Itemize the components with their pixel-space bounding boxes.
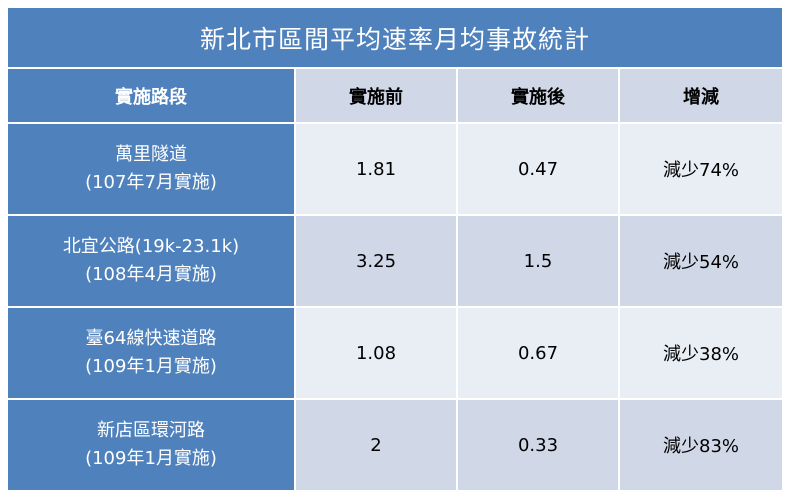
change-value: 減少83% xyxy=(617,398,785,492)
header-before: 實施前 xyxy=(294,67,458,125)
road-note: (108年4月實施) xyxy=(85,264,217,286)
before-value: 3.25 xyxy=(294,214,458,309)
after-value: 1.5 xyxy=(456,214,620,309)
road-cell: 萬里隧道 (107年7月實施) xyxy=(6,122,296,217)
change-value: 減少74% xyxy=(617,122,785,217)
after-value: 0.47 xyxy=(456,122,620,217)
header-row: 實施路段 實施前 實施後 增減 xyxy=(6,67,785,125)
statistics-table-container: 新北市區間平均速率月均事故統計 實施路段 實施前 實施後 增減 萬里隧道 (10… xyxy=(5,5,785,492)
table-title: 新北市區間平均速率月均事故統計 xyxy=(5,5,785,70)
before-value: 1.81 xyxy=(294,122,458,217)
header-road-section: 實施路段 xyxy=(6,67,296,125)
road-note: (109年1月實施) xyxy=(85,356,217,378)
road-cell: 新店區環河路 (109年1月實施) xyxy=(6,398,296,492)
road-name: 北宜公路(19k-23.1k) xyxy=(62,236,240,258)
change-value: 減少54% xyxy=(617,214,785,309)
road-name: 臺64線快速道路 xyxy=(85,328,217,350)
after-value: 0.67 xyxy=(456,306,620,401)
before-value: 1.08 xyxy=(294,306,458,401)
table-row: 萬里隧道 (107年7月實施) 1.81 0.47 減少74% xyxy=(6,122,785,217)
title-row: 新北市區間平均速率月均事故統計 xyxy=(5,5,785,70)
table-row: 新店區環河路 (109年1月實施) 2 0.33 減少83% xyxy=(6,398,785,492)
road-note: (109年1月實施) xyxy=(85,448,217,470)
before-value: 2 xyxy=(294,398,458,492)
road-cell: 北宜公路(19k-23.1k) (108年4月實施) xyxy=(6,214,296,309)
header-after: 實施後 xyxy=(456,67,620,125)
road-name: 萬里隧道 xyxy=(115,144,187,166)
road-name: 新店區環河路 xyxy=(97,420,205,442)
accident-statistics-table: 新北市區間平均速率月均事故統計 實施路段 實施前 實施後 增減 萬里隧道 (10… xyxy=(5,5,785,492)
header-change: 增減 xyxy=(617,67,785,125)
table-row: 臺64線快速道路 (109年1月實施) 1.08 0.67 減少38% xyxy=(6,306,785,401)
road-note: (107年7月實施) xyxy=(85,172,217,194)
road-cell: 臺64線快速道路 (109年1月實施) xyxy=(6,306,296,401)
table-row: 北宜公路(19k-23.1k) (108年4月實施) 3.25 1.5 減少54… xyxy=(6,214,785,309)
change-value: 減少38% xyxy=(617,306,785,401)
after-value: 0.33 xyxy=(456,398,620,492)
